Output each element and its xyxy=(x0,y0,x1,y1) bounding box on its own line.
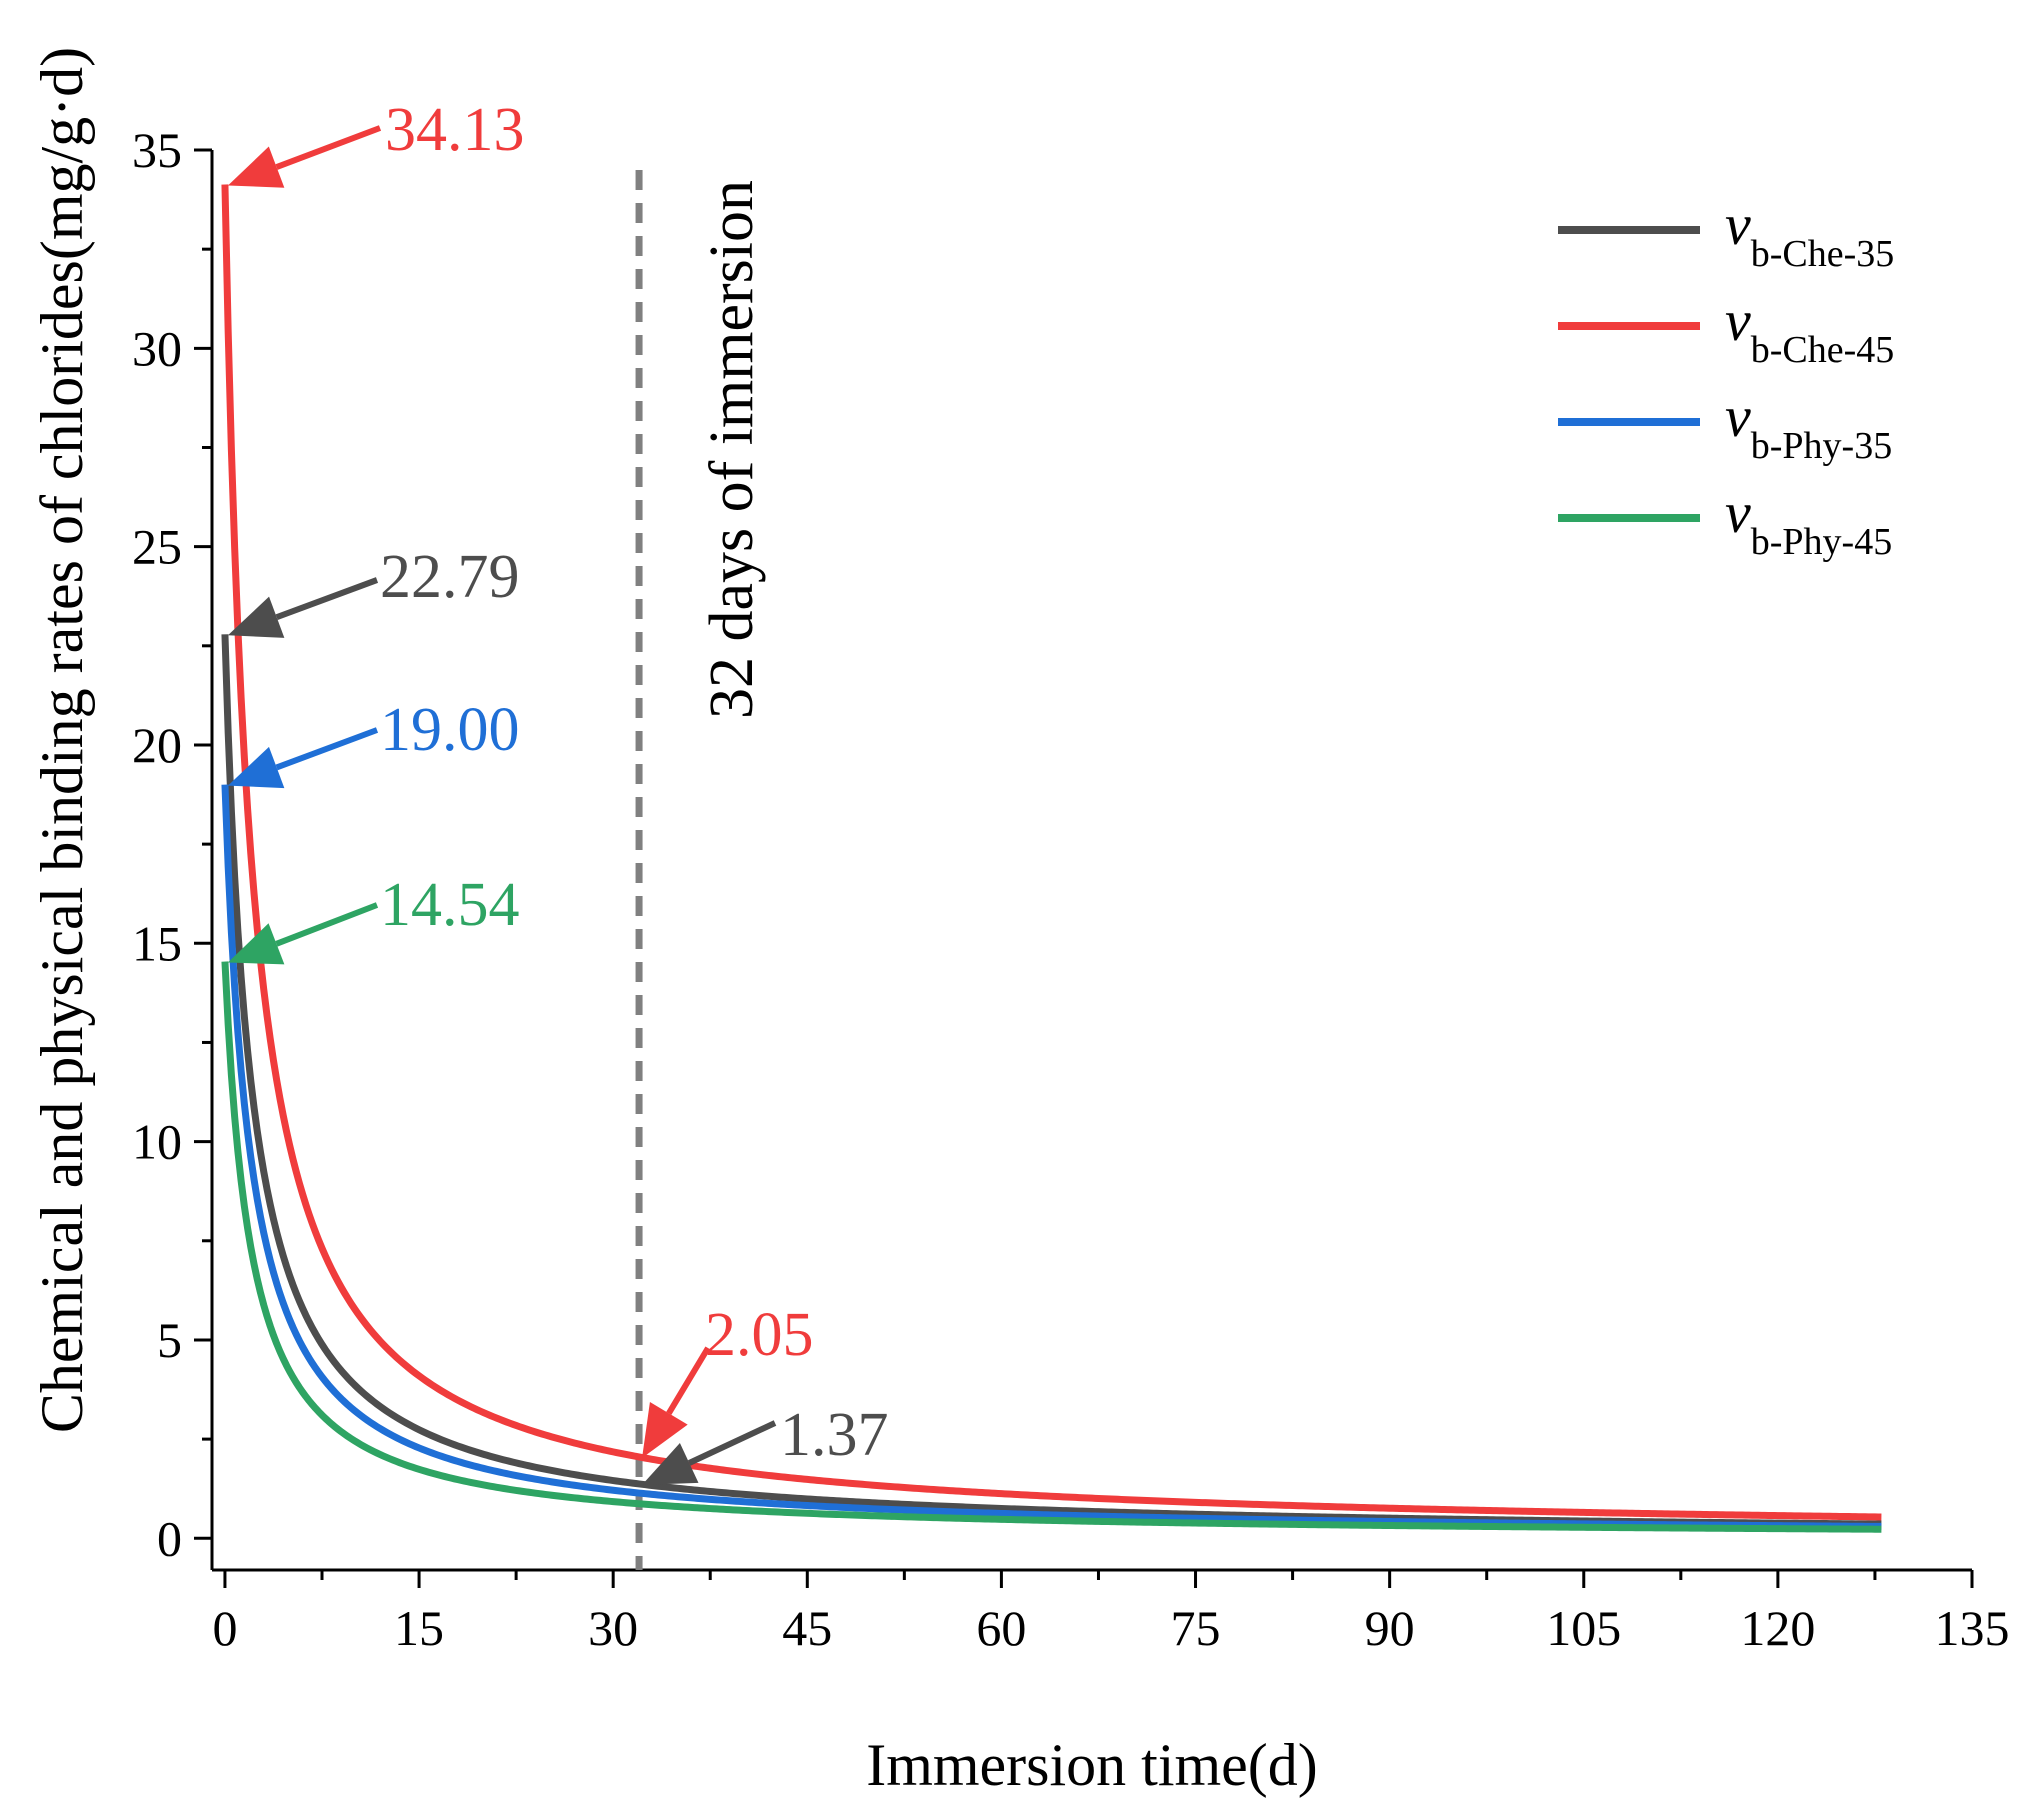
legend-subscript: b-Phy-45 xyxy=(1751,521,1892,563)
legend-symbol: v xyxy=(1725,480,1751,545)
x-tick-label: 120 xyxy=(1740,1600,1815,1656)
legend-symbol: v xyxy=(1725,384,1751,449)
vertical-line-group: 32 days of immersion xyxy=(635,170,766,1570)
annotation-label: 2.05 xyxy=(705,1301,814,1369)
annotation-arrow-head xyxy=(227,923,285,965)
x-tick-label: 75 xyxy=(1171,1600,1221,1656)
annotation-arrow-shaft xyxy=(666,1346,711,1415)
y-axis-title: Chemical and physical binding rates of c… xyxy=(29,47,95,1433)
y-tick-label: 20 xyxy=(132,717,182,773)
annotation-arrow-shaft xyxy=(275,902,379,947)
legend-label: vb-Che-45 xyxy=(1725,288,1894,371)
x-tick-label: 90 xyxy=(1365,1600,1415,1656)
x-axis-title: Immersion time(d) xyxy=(866,1732,1318,1798)
annotation-label: 19.00 xyxy=(380,696,520,764)
legend-subscript: b-Che-45 xyxy=(1751,329,1895,371)
legend-label: vb-Phy-35 xyxy=(1725,384,1892,467)
y-tick-label: 10 xyxy=(132,1114,182,1170)
x-tick-label: 30 xyxy=(588,1600,638,1656)
x-tick-label: 60 xyxy=(976,1600,1026,1656)
series-line-b-Che-35 xyxy=(221,634,1882,1528)
series-line-b-Che-45 xyxy=(221,184,1882,1521)
legend-symbol: v xyxy=(1725,192,1751,257)
x-tick-label: 15 xyxy=(394,1600,444,1656)
legend-subscript: b-Che-35 xyxy=(1751,233,1895,275)
x-tick-label: 105 xyxy=(1546,1600,1621,1656)
annotation-arrow-head xyxy=(227,746,285,789)
y-tick-label: 35 xyxy=(132,122,182,178)
annotation-label: 22.79 xyxy=(380,543,520,611)
x-tick-label: 0 xyxy=(212,1600,237,1656)
y-tick-label: 0 xyxy=(157,1510,182,1566)
annotation-label: 1.37 xyxy=(780,1401,889,1469)
legend-label: vb-Phy-45 xyxy=(1725,480,1892,563)
annotation-label: 14.54 xyxy=(380,871,520,939)
x-tick-label: 135 xyxy=(1935,1600,2010,1656)
axes: 0 15 30 45 60 75 90 105 120 135 0 5 10 15 20 25 30 35 xyxy=(132,122,2010,1656)
annotation-arrow-shaft xyxy=(275,577,379,621)
y-tick-label: 15 xyxy=(132,915,182,971)
y-tick-label: 30 xyxy=(132,320,182,376)
y-tick-label: 5 xyxy=(157,1312,182,1368)
x-tick-label: 45 xyxy=(782,1600,832,1656)
annotation-label: 34.13 xyxy=(385,96,525,164)
y-tick-label: 25 xyxy=(132,519,182,575)
annotation-arrow-shaft xyxy=(275,125,382,170)
annotation-arrow-head xyxy=(227,596,285,638)
series-line-b-Phy-45 xyxy=(221,961,1882,1533)
legend-symbol: v xyxy=(1725,288,1751,353)
vline-label: 32 days of immersion xyxy=(698,180,766,719)
annotation-arrow-head xyxy=(642,1443,699,1485)
annotation-group: 34.13 22.79 19.00 14.54 2.05 1.37 xyxy=(227,96,889,1485)
legend-label: vb-Che-35 xyxy=(1725,192,1894,275)
annotation-arrow-head xyxy=(227,146,285,188)
annotation-arrow-shaft xyxy=(275,727,379,771)
series-group xyxy=(221,184,1882,1533)
legend-subscript: b-Phy-35 xyxy=(1751,425,1892,467)
annotation-arrow-shaft xyxy=(687,1420,777,1466)
annotation-arrow-head xyxy=(642,1402,688,1458)
